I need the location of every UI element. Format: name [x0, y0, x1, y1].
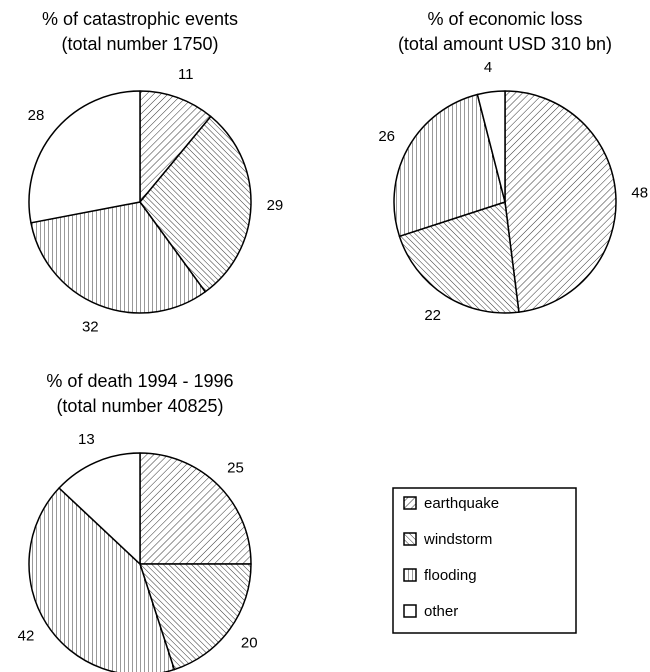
pie-slice	[139, 90, 212, 203]
chart-title: % of catastrophic events	[42, 9, 238, 29]
slice-label: 22	[424, 307, 441, 324]
pie-slice	[398, 201, 520, 314]
slice-label: 42	[18, 627, 35, 644]
slice-label: 26	[378, 128, 395, 145]
chart-subtitle: (total number 1750)	[61, 34, 218, 54]
slice-label: 4	[484, 59, 492, 76]
pie-slice	[28, 90, 141, 224]
slice-label: 32	[82, 318, 99, 335]
slice-label: 11	[178, 66, 194, 83]
slice-label: 28	[28, 107, 45, 124]
legend-label: earthquake	[424, 495, 499, 512]
slice-label: 20	[241, 634, 258, 651]
pie-slice	[58, 452, 141, 565]
slice-label: 29	[267, 197, 284, 214]
pie-slice	[139, 452, 252, 565]
slice-label: 48	[631, 184, 648, 201]
slice-label: 13	[78, 431, 95, 448]
pie-slice	[139, 115, 252, 293]
legend-label: other	[424, 603, 458, 620]
legend-swatch	[403, 568, 417, 582]
chart-subtitle: (total number 40825)	[56, 396, 223, 416]
pie-slice	[393, 93, 506, 238]
legend-swatch	[403, 496, 417, 510]
legend-label: flooding	[424, 567, 477, 584]
pie-slice	[139, 563, 252, 671]
legend-box	[392, 487, 577, 634]
pie-slice	[476, 90, 506, 203]
pie-slice	[30, 201, 206, 314]
legend-swatch	[403, 532, 417, 546]
legend-swatch	[403, 604, 417, 618]
pie-slice	[504, 90, 617, 313]
slice-label: 25	[227, 460, 244, 477]
legend-label: windstorm	[423, 531, 492, 548]
chart-subtitle: (total amount USD 310 bn)	[398, 34, 612, 54]
pie-slice	[28, 487, 176, 672]
chart-title: % of death 1994 - 1996	[46, 371, 233, 391]
chart-title: % of economic loss	[427, 9, 582, 29]
